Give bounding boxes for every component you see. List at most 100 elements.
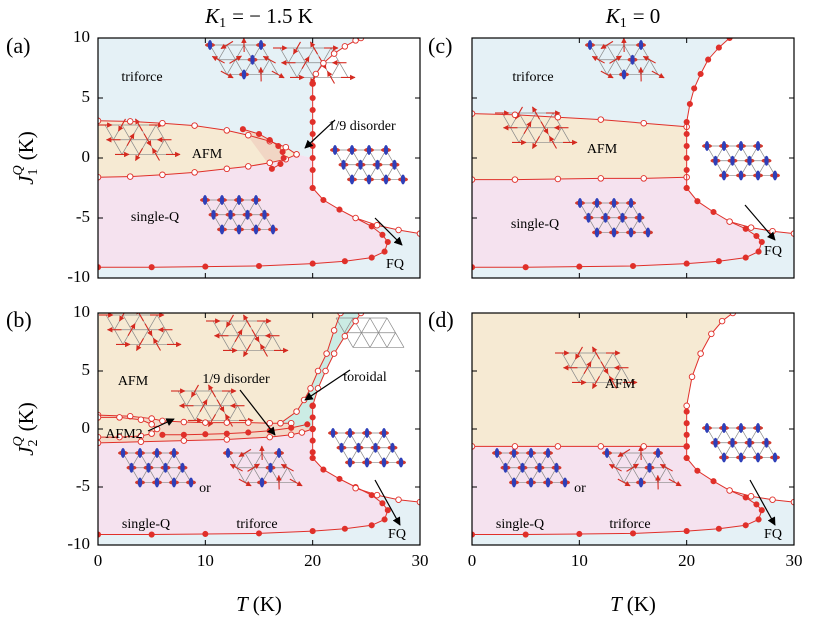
boundary-point [309,184,316,192]
boundary-point [245,131,252,139]
label-part: 2 [26,439,41,446]
orbital-lobe [738,141,744,151]
orbital-lobe [258,40,264,50]
orbital-lobe [647,462,652,473]
orbital-lobe [721,141,727,151]
orbital-lobe [349,145,355,155]
orbital-lobe [339,442,344,453]
boundary-point [683,528,690,535]
spin-arrow [262,55,276,64]
boundary-point [314,367,322,375]
boundary-point [352,484,359,492]
lattice-bond [229,320,239,336]
lattice-bond [369,332,379,348]
boundary-point [180,418,188,426]
lattice-bond [386,317,396,333]
orbital-lobe [594,198,600,208]
spin-arrow [532,106,540,120]
boundary-point [384,238,391,246]
lattice-bond [238,335,248,351]
spin-arrow [143,133,152,147]
spin-arrow [229,55,242,64]
boundary-point [683,118,690,126]
orbital-lobe [154,448,160,458]
annotation-arrow [744,204,776,241]
phase-boundary [355,217,420,235]
boundary-point [148,415,155,422]
boundary-point [322,367,329,375]
phase-label: AFM2 [105,427,142,442]
boundary-point [320,196,327,204]
boundary-point [790,230,794,237]
orbital-lobe [390,442,395,453]
boundary-point [683,130,690,138]
orbital-lobe [129,462,134,473]
boundary-point [705,56,712,63]
spin-arrow [609,375,617,389]
panel-letter: (a) [6,33,30,58]
boundary-point [726,487,733,494]
lattice-bond [369,317,379,333]
orbital-lobe [347,428,353,438]
spin-arrow [301,56,310,70]
orbital-lobe [562,477,568,488]
boundary-point [597,175,605,182]
spin-arrow [591,55,605,64]
lattice-bond [148,314,158,330]
lattice-bond [255,320,265,336]
boundary-point [309,402,316,409]
y-tick-label: -10 [67,267,90,286]
phase-label: AFM [192,147,223,162]
boundary-point [148,430,155,437]
orbital-lobe [381,428,387,438]
spin-arrow [642,55,656,64]
spin-arrow [608,463,622,472]
boundary-point [683,408,690,415]
boundary-point [336,475,343,482]
x-tick-label: 10 [197,551,214,570]
spin-arrow [600,361,609,375]
boundary-point [275,142,282,150]
boundary-point [309,106,316,114]
boundary-point [159,431,166,438]
spin-arrow [208,414,216,427]
orbital-lobe [219,195,225,205]
orbital-lobe [236,224,242,235]
orbital-lobe [637,212,642,223]
boundary-point [769,227,776,235]
spin-arrow [127,323,136,337]
spin-arrow [238,478,252,487]
annotation-arrow [749,479,776,526]
panel [472,38,794,278]
orbital-lobe [241,69,247,80]
panel-letter: (b) [6,307,32,332]
boundary-point [330,50,338,57]
orbital-lobe [747,437,752,448]
phase-region [98,313,341,424]
boundary-point [202,419,209,426]
boundary-point [98,439,102,447]
boundary-point [554,443,562,450]
boundary-point [116,414,123,421]
phase-label: or [574,481,586,496]
lattice-bond [621,367,631,383]
lattice-bond [552,127,562,143]
phase-boundary [472,176,687,181]
boundary-point [710,208,717,216]
panel [98,38,420,278]
spin-arrow [226,314,234,328]
lattice-bond [330,62,340,78]
boundary-point [758,238,765,246]
spin-arrow [293,41,301,55]
boundary-point [683,420,690,427]
lattice-bond [510,127,520,143]
boundary-point [753,232,760,240]
orbital-lobe [381,457,387,468]
lattice-bond [604,352,614,368]
orbital-lobe [713,155,718,166]
boundary-point [223,430,230,437]
y-tick-label: 10 [73,302,90,321]
spin-arrow [668,478,682,487]
annotation-arrow [304,119,336,149]
